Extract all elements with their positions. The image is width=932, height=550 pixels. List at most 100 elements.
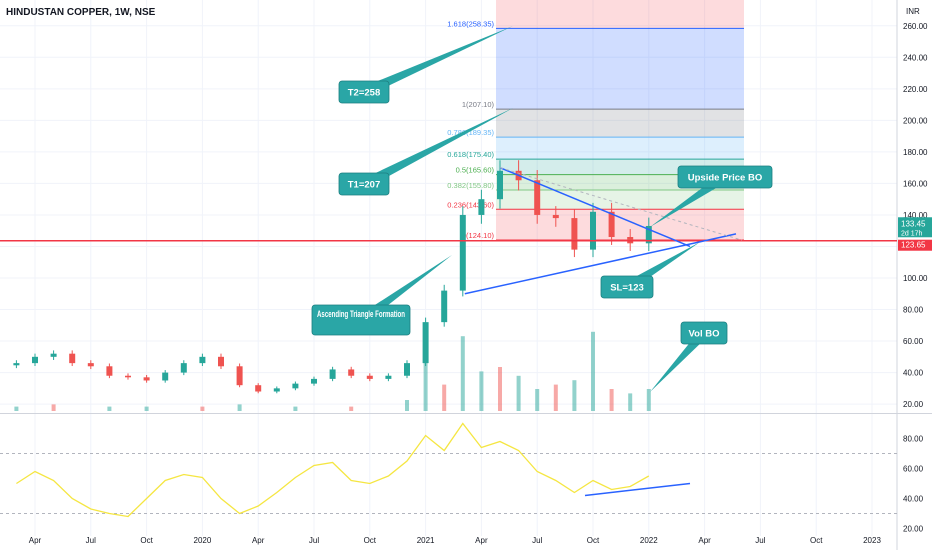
callout-t2-box xyxy=(338,80,390,104)
candle xyxy=(69,353,76,364)
fib-level-label: 1(207.10) xyxy=(462,100,495,109)
fib-zone xyxy=(496,137,744,160)
projection-line xyxy=(499,167,743,241)
candle xyxy=(50,353,57,357)
fib-level-label: 0.5(165.60) xyxy=(456,166,495,175)
candle xyxy=(645,225,652,244)
time-tick-label: Apr xyxy=(252,536,265,545)
volume-bar xyxy=(200,406,205,411)
callout-t2-text: T2=258 xyxy=(348,88,381,99)
price-tick-label: 260.00 xyxy=(903,22,928,31)
price-tick-label: 160.00 xyxy=(903,179,928,188)
time-tick-label: Oct xyxy=(587,536,600,545)
rsi-tick-label: 40.00 xyxy=(903,495,924,504)
price-tick-label: 220.00 xyxy=(903,85,928,94)
last-price-countdown: 2d 17h xyxy=(901,230,923,237)
volume-bar xyxy=(516,375,521,411)
fib-level-label: 1.618(258.35) xyxy=(447,19,494,28)
candle xyxy=(180,363,187,373)
volume-bar xyxy=(293,406,298,411)
descending-trendline xyxy=(499,166,691,248)
candle xyxy=(441,290,448,323)
price-tick-label: 20.00 xyxy=(903,400,924,409)
candle xyxy=(311,378,317,384)
callout-ascending-triangle-text: Ascending Triangle Formation xyxy=(317,309,405,319)
candle xyxy=(199,356,206,364)
callout-t1-box xyxy=(338,172,390,196)
candle xyxy=(571,218,578,250)
time-tick-label: Oct xyxy=(810,536,823,545)
callout-t2-pointer xyxy=(361,26,513,97)
support-price-tag xyxy=(898,239,932,251)
fib-level-label: 0.382(155.80) xyxy=(447,181,494,190)
volume-bar xyxy=(628,393,633,411)
chart-title: HINDUSTAN COPPER, 1W, NSE xyxy=(6,7,156,18)
price-tick-label: 140.00 xyxy=(903,211,928,220)
time-tick-label: Oct xyxy=(364,536,377,545)
volume-bar xyxy=(498,367,502,411)
support-price-value: 123.65 xyxy=(901,241,926,250)
rsi-panel xyxy=(0,422,897,518)
price-tick-label: 60.00 xyxy=(903,337,924,346)
candle xyxy=(404,363,410,376)
candle xyxy=(459,214,466,291)
fib-level-label: 0.786(189.35) xyxy=(447,128,494,137)
time-tick-label: Jul xyxy=(532,536,542,545)
volume-bar xyxy=(423,362,428,411)
currency-label: INR xyxy=(906,7,920,16)
candle xyxy=(385,375,392,379)
callout-sl-box xyxy=(600,275,654,299)
candle xyxy=(348,369,355,376)
price-tick-label: 240.00 xyxy=(903,53,928,62)
candle xyxy=(218,356,224,367)
volume-bar xyxy=(646,389,651,411)
ascending-trendline xyxy=(464,233,737,295)
time-tick-label: Apr xyxy=(29,536,42,545)
last-price-value: 133.45 xyxy=(901,219,926,228)
volume-bar xyxy=(442,384,447,411)
fib-level-label: 0.236(143.60) xyxy=(447,200,494,209)
candle xyxy=(255,385,262,392)
time-tick-label: Jul xyxy=(309,536,319,545)
callout-ascending-triangle-box xyxy=(311,304,411,336)
callouts: T2=258 T1=207 Upside Price BO SL=123 Ascendi… xyxy=(311,26,773,392)
candle xyxy=(422,322,429,364)
time-tick-label: 2022 xyxy=(640,536,658,545)
candle xyxy=(329,369,336,379)
callout-upside-bo-box xyxy=(677,165,773,189)
last-price-tag xyxy=(898,217,932,238)
candle xyxy=(143,377,150,381)
candle xyxy=(32,356,38,364)
volume-bar xyxy=(609,389,614,411)
volume-bar xyxy=(107,406,112,411)
candle xyxy=(273,388,280,392)
volume-bar xyxy=(349,406,354,411)
volume-bar xyxy=(535,389,540,411)
candle xyxy=(366,375,373,379)
time-tick-label: Jul xyxy=(755,536,765,545)
price-tick-label: 40.00 xyxy=(903,369,924,378)
rsi-tick-label: 60.00 xyxy=(903,465,924,474)
price-tick-label: 80.00 xyxy=(903,306,924,315)
price-tick-label: 180.00 xyxy=(903,148,928,157)
volume-bar xyxy=(237,404,242,411)
volume-bar xyxy=(479,371,484,411)
volume-bars xyxy=(14,331,651,411)
candle xyxy=(590,211,596,250)
volume-bar xyxy=(553,384,558,411)
callout-vol-bo-text: Vol BO xyxy=(689,329,720,340)
time-tick-label: 2021 xyxy=(417,536,435,545)
candle xyxy=(106,366,113,376)
volume-bar xyxy=(572,380,577,411)
volume-bar xyxy=(460,336,465,411)
candle xyxy=(478,199,485,215)
fib-zone xyxy=(496,28,744,110)
fib-zone xyxy=(496,109,744,138)
candle xyxy=(608,211,615,238)
callout-vol-bo-box xyxy=(680,321,728,345)
price-tick-label: 100.00 xyxy=(903,274,928,283)
time-tick-label: Apr xyxy=(475,536,488,545)
